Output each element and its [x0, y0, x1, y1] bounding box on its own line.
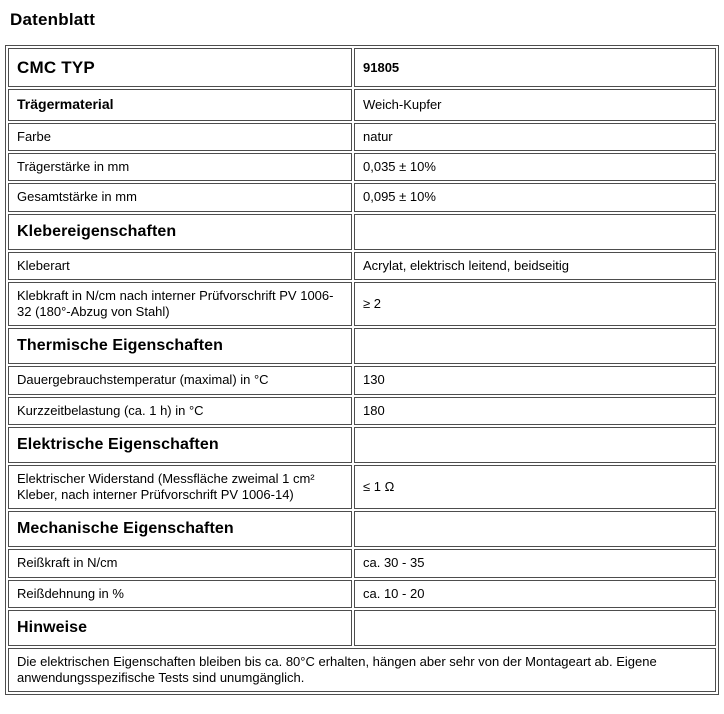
- section-label: Elektrische Eigenschaften: [8, 426, 352, 463]
- table-row-kurzzeitbelastung: Kurzzeitbelastung (ca. 1 h) in °C 180: [8, 396, 716, 425]
- table-row-kleberart: Kleberart Acrylat, elektrisch leitend, b…: [8, 251, 716, 280]
- row-value: Weich-Kupfer: [354, 89, 716, 121]
- row-label: Reißdehnung in %: [8, 579, 352, 608]
- section-row-thermische-eigenschaften: Thermische Eigenschaften: [8, 328, 716, 365]
- row-value: ≥ 2: [354, 281, 716, 327]
- row-value: ≤ 1 Ω: [354, 464, 716, 510]
- row-label: CMC TYP: [8, 48, 352, 88]
- section-label: Hinweise: [8, 609, 352, 646]
- section-row-elektrische-eigenschaften: Elektrische Eigenschaften: [8, 426, 716, 463]
- table-row-note: Die elektrischen Eigenschaften bleiben b…: [8, 647, 716, 693]
- row-value: Acrylat, elektrisch leitend, beidseitig: [354, 251, 716, 280]
- datasheet-table: CMC TYP 91805 Trägermaterial Weich-Kupfe…: [5, 45, 719, 696]
- page-title: Datenblatt: [10, 10, 96, 29]
- row-label: Trägermaterial: [8, 89, 352, 121]
- row-value: 91805: [354, 48, 716, 88]
- row-value: 0,095 ± 10%: [354, 183, 716, 212]
- row-value: 0,035 ± 10%: [354, 153, 716, 182]
- row-label: Klebkraft in N/cm nach interner Prüfvors…: [8, 281, 352, 327]
- table-row-reissdehnung: Reißdehnung in % ca. 10 - 20: [8, 579, 716, 608]
- section-value: [354, 426, 716, 463]
- row-value: ca. 30 - 35: [354, 549, 716, 578]
- row-label: Reißkraft in N/cm: [8, 549, 352, 578]
- note-text: Die elektrischen Eigenschaften bleiben b…: [8, 647, 716, 693]
- section-value: [354, 328, 716, 365]
- section-row-hinweise: Hinweise: [8, 609, 716, 646]
- section-label: Klebereigenschaften: [8, 213, 352, 250]
- row-label: Kurzzeitbelastung (ca. 1 h) in °C: [8, 396, 352, 425]
- section-value: [354, 511, 716, 548]
- section-row-klebereigenschaften: Klebereigenschaften: [8, 213, 716, 250]
- row-label: Trägerstärke in mm: [8, 153, 352, 182]
- section-label: Mechanische Eigenschaften: [8, 511, 352, 548]
- table-row-farbe: Farbe natur: [8, 122, 716, 151]
- row-label: Kleberart: [8, 251, 352, 280]
- table-row-traegermaterial: Trägermaterial Weich-Kupfer: [8, 89, 716, 121]
- row-label: Elektrischer Widerstand (Messfläche zwei…: [8, 464, 352, 510]
- section-value: [354, 213, 716, 250]
- section-row-mechanische-eigenschaften: Mechanische Eigenschaften: [8, 511, 716, 548]
- table-row-reisskraft: Reißkraft in N/cm ca. 30 - 35: [8, 549, 716, 578]
- row-value: ca. 10 - 20: [354, 579, 716, 608]
- row-value: natur: [354, 122, 716, 151]
- table-row-gesamtstaerke: Gesamtstärke in mm 0,095 ± 10%: [8, 183, 716, 212]
- table-row-klebkraft: Klebkraft in N/cm nach interner Prüfvors…: [8, 281, 716, 327]
- row-label: Farbe: [8, 122, 352, 151]
- section-label: Thermische Eigenschaften: [8, 328, 352, 365]
- table-row-cmc-typ: CMC TYP 91805: [8, 48, 716, 88]
- table-row-dauergebrauchstemperatur: Dauergebrauchstemperatur (maximal) in °C…: [8, 366, 716, 395]
- table-row-traegerstaerke: Trägerstärke in mm 0,035 ± 10%: [8, 153, 716, 182]
- section-value: [354, 609, 716, 646]
- row-label: Dauergebrauchstemperatur (maximal) in °C: [8, 366, 352, 395]
- row-value: 180: [354, 396, 716, 425]
- table-row-elektrischer-widerstand: Elektrischer Widerstand (Messfläche zwei…: [8, 464, 716, 510]
- row-label: Gesamtstärke in mm: [8, 183, 352, 212]
- row-value: 130: [354, 366, 716, 395]
